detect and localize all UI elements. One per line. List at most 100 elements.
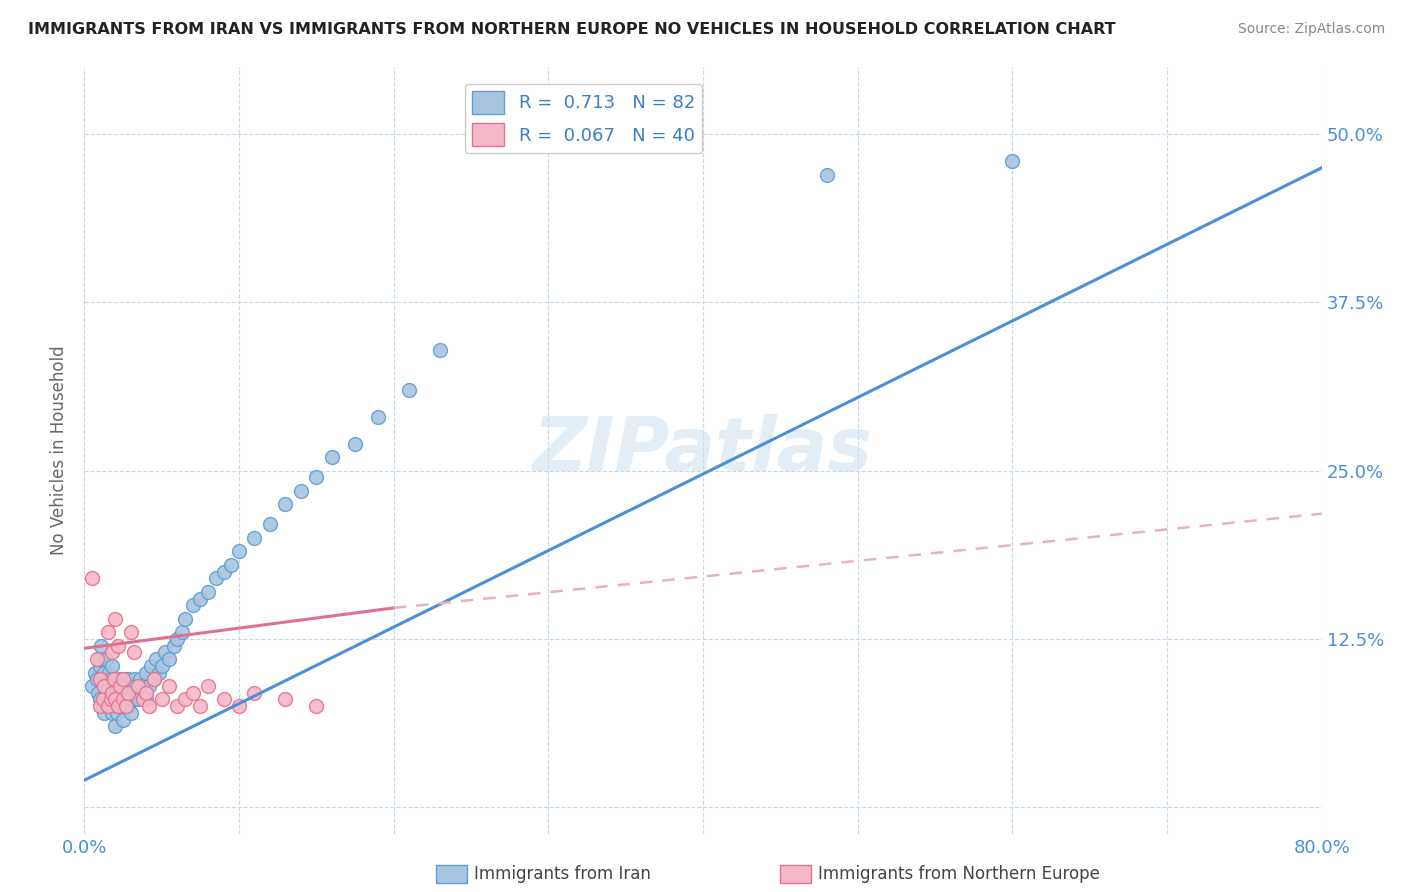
Point: [96, 699, 118, 714]
Point: [89, 692, 111, 706]
Point: [290, 483, 312, 498]
Point: [228, 544, 250, 558]
Point: [104, 679, 127, 693]
Point: [94, 686, 117, 700]
Point: [212, 692, 235, 706]
Text: ZIPatlas: ZIPatlas: [533, 414, 873, 487]
Point: [82, 571, 104, 585]
Point: [243, 686, 266, 700]
Point: [104, 699, 127, 714]
Point: [105, 686, 128, 700]
Point: [259, 517, 281, 532]
Text: Immigrants from Iran: Immigrants from Iran: [474, 865, 651, 883]
Point: [212, 565, 235, 579]
Point: [89, 672, 111, 686]
Point: [398, 383, 420, 397]
Point: [135, 692, 157, 706]
Point: [107, 639, 129, 653]
Point: [135, 665, 157, 680]
Point: [188, 591, 211, 606]
Point: [100, 692, 122, 706]
Point: [100, 686, 122, 700]
Point: [131, 679, 153, 693]
Point: [112, 692, 135, 706]
Point: [150, 692, 173, 706]
Y-axis label: No Vehicles in Household: No Vehicles in Household: [51, 345, 69, 556]
Point: [108, 679, 131, 693]
Point: [120, 706, 142, 720]
Point: [104, 692, 127, 706]
Point: [129, 672, 152, 686]
Point: [91, 699, 114, 714]
Point: [197, 584, 219, 599]
Point: [121, 692, 143, 706]
Point: [91, 672, 114, 686]
Point: [174, 692, 197, 706]
Point: [107, 679, 129, 693]
Point: [321, 450, 343, 465]
Point: [343, 436, 366, 450]
Text: IMMIGRANTS FROM IRAN VS IMMIGRANTS FROM NORTHERN EUROPE NO VEHICLES IN HOUSEHOLD: IMMIGRANTS FROM IRAN VS IMMIGRANTS FROM …: [28, 22, 1116, 37]
Point: [104, 612, 127, 626]
Point: [112, 713, 135, 727]
Point: [112, 672, 135, 686]
Point: [108, 672, 131, 686]
Point: [127, 679, 149, 693]
Point: [143, 672, 166, 686]
Point: [145, 652, 167, 666]
Point: [188, 699, 211, 714]
Legend: R =  0.713   N = 82, R =  0.067   N = 40: R = 0.713 N = 82, R = 0.067 N = 40: [464, 84, 702, 153]
Point: [103, 679, 125, 693]
Point: [114, 672, 136, 686]
Text: Immigrants from Northern Europe: Immigrants from Northern Europe: [818, 865, 1099, 883]
Point: [305, 470, 328, 484]
Point: [150, 658, 173, 673]
Point: [243, 531, 266, 545]
Point: [122, 645, 145, 659]
Point: [127, 692, 149, 706]
Text: Source: ZipAtlas.com: Source: ZipAtlas.com: [1237, 22, 1385, 37]
Point: [115, 699, 138, 714]
Point: [89, 652, 111, 666]
Point: [105, 706, 128, 720]
Point: [367, 409, 389, 424]
Point: [91, 692, 114, 706]
Point: [101, 658, 124, 673]
Point: [228, 699, 250, 714]
Point: [174, 612, 197, 626]
Point: [84, 665, 107, 680]
Point: [110, 686, 132, 700]
Point: [93, 679, 115, 693]
Point: [93, 665, 115, 680]
Point: [117, 672, 139, 686]
Point: [87, 686, 110, 700]
Point: [163, 639, 186, 653]
Point: [429, 343, 451, 357]
Point: [166, 632, 188, 646]
Point: [101, 686, 124, 700]
Point: [159, 679, 180, 693]
Point: [96, 679, 118, 693]
Point: [89, 699, 111, 714]
Point: [90, 639, 112, 653]
Point: [148, 665, 170, 680]
Point: [103, 699, 125, 714]
Point: [98, 665, 121, 680]
Point: [101, 706, 124, 720]
Point: [115, 686, 138, 700]
Point: [89, 658, 111, 673]
Point: [96, 625, 118, 640]
Point: [153, 645, 176, 659]
Point: [135, 686, 157, 700]
Point: [305, 699, 328, 714]
Point: [166, 699, 188, 714]
Point: [112, 692, 135, 706]
Point: [124, 679, 146, 693]
Point: [122, 672, 145, 686]
Point: [120, 686, 142, 700]
Point: [117, 686, 139, 700]
Point: [170, 625, 193, 640]
Point: [274, 692, 297, 706]
Point: [101, 692, 124, 706]
Point: [101, 645, 124, 659]
